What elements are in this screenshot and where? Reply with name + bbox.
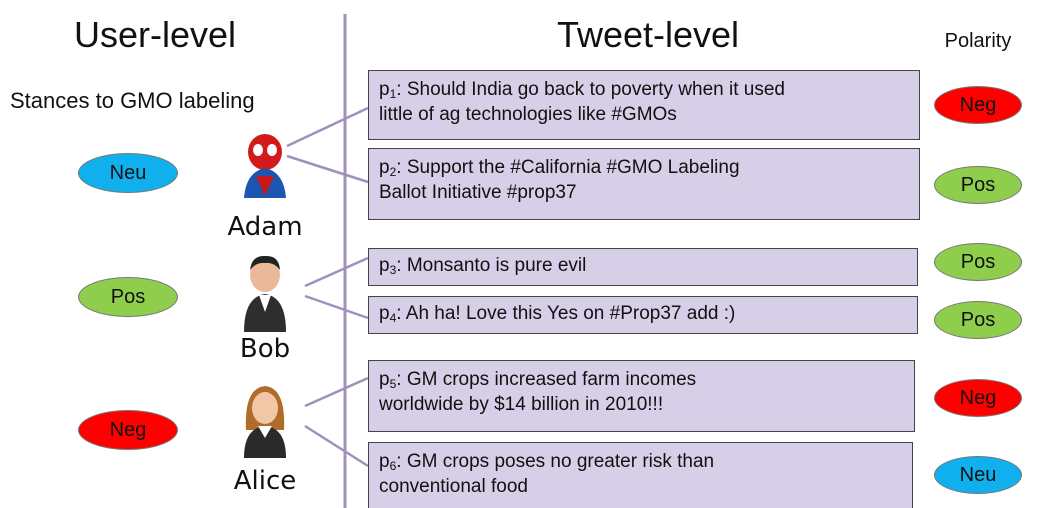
tweet-line: conventional food	[379, 474, 902, 499]
tweet-text: conventional food	[379, 476, 528, 497]
tweet-index: 2	[389, 165, 397, 179]
tweet-line: p5: GM crops increased farm incomes	[379, 367, 904, 392]
header-left: User-level	[73, 14, 237, 55]
tweet-index: 5	[389, 377, 397, 391]
polarity-badge: Neg	[934, 379, 1022, 417]
tweet-index: 4	[389, 311, 397, 325]
tweet-line: Ballot Initiative #prop37	[379, 180, 909, 205]
tweet-index: 1	[389, 87, 397, 101]
tweet-box: p5: GM crops increased farm incomes world…	[368, 360, 915, 432]
tweet-box: p6: GM crops poses no greater risk than c…	[368, 442, 913, 508]
tweet-line: p1: Should India go back to poverty when…	[379, 77, 909, 102]
polarity-badge: Neu	[934, 456, 1022, 494]
tweet-text: : Monsanto is pure evil	[396, 255, 587, 276]
tweet-line: p2: Support the #California #GMO Labelin…	[379, 155, 909, 180]
tweet-line: little of ag technologies like #GMOs	[379, 102, 909, 127]
tweet-line: p6: GM crops poses no greater risk than	[379, 449, 902, 474]
tweet-box: p4: Ah ha! Love this Yes on #Prop37 add …	[368, 296, 918, 334]
tweet-line: p4: Ah ha! Love this Yes on #Prop37 add …	[379, 301, 907, 326]
tweet-prefix: p	[379, 303, 390, 324]
header-middle: Tweet-level	[556, 14, 740, 55]
stance-badge: Pos	[78, 277, 178, 317]
tweet-line: p3: Monsanto is pure evil	[379, 253, 907, 278]
tweet-prefix: p	[379, 451, 390, 472]
polarity-badge: Pos	[934, 166, 1022, 204]
user-name: Bob	[239, 334, 291, 364]
tweet-prefix: p	[379, 157, 390, 178]
stance-badge: Neu	[78, 153, 178, 193]
polarity-badge: Pos	[934, 243, 1022, 281]
stance-badge: Neg	[78, 410, 178, 450]
avatar-bob	[244, 255, 286, 332]
stance-caption: Stances to GMO labeling	[10, 88, 255, 113]
polarity-badge: Pos	[934, 301, 1022, 339]
tweet-index: 6	[389, 459, 397, 473]
tweet-text: : Ah ha! Love this Yes on #Prop37 add :)	[396, 303, 736, 324]
user-name: Adam	[227, 212, 303, 242]
tweet-text: : Should India go back to poverty when i…	[396, 79, 785, 100]
tweet-prefix: p	[379, 255, 390, 276]
tweet-prefix: p	[379, 79, 390, 100]
tweet-text: worldwide by $14 billion in 2010!!!	[379, 394, 664, 415]
tweet-text: : GM crops increased farm incomes	[396, 369, 697, 390]
tweet-text: : Support the #California #GMO Labeling	[396, 157, 740, 178]
polarity-badge: Neg	[934, 86, 1022, 124]
tweet-prefix: p	[379, 369, 390, 390]
tweet-box: p2: Support the #California #GMO Labelin…	[368, 148, 920, 220]
tweet-text: : GM crops poses no greater risk than	[396, 451, 715, 472]
tweet-box: p1: Should India go back to poverty when…	[368, 70, 920, 140]
tweet-text: little of ag technologies like #GMOs	[379, 104, 677, 125]
tweet-line: worldwide by $14 billion in 2010!!!	[379, 392, 904, 417]
tweet-box: p3: Monsanto is pure evil	[368, 248, 918, 286]
header-right: Polarity	[944, 30, 1012, 52]
avatar-adam	[244, 134, 286, 198]
user-name: Alice	[233, 466, 297, 496]
tweet-text: Ballot Initiative #prop37	[379, 182, 577, 203]
tweet-index: 3	[389, 263, 397, 277]
links	[286, 106, 369, 468]
avatar-alice	[244, 386, 286, 458]
